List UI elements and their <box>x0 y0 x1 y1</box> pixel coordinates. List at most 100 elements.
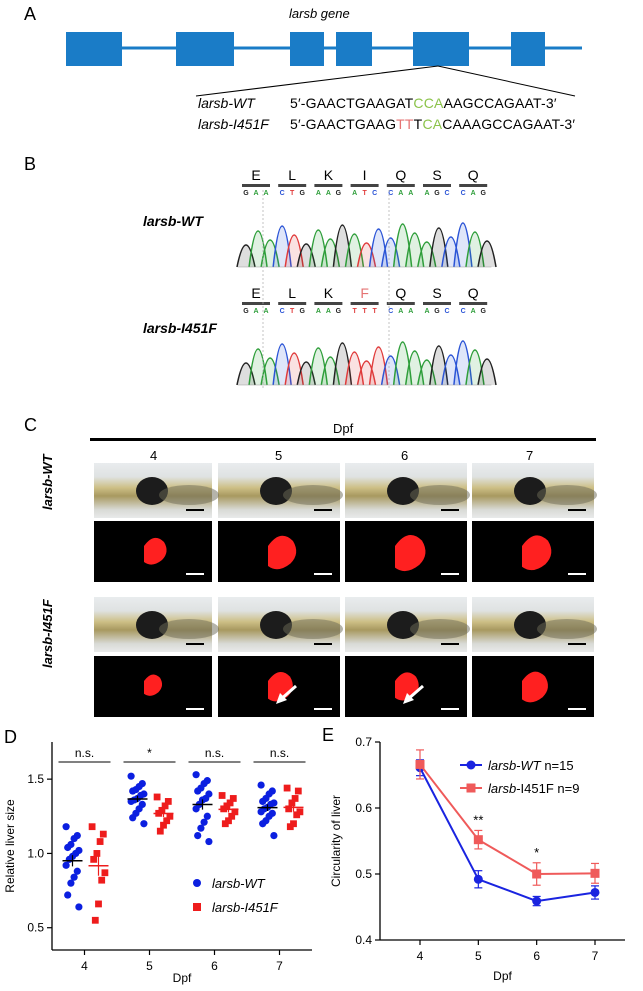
wt-nuc-3-1: T <box>362 190 367 197</box>
scale-bar-fl-mut-1 <box>314 708 332 710</box>
scale-bar-fl-wt-0 <box>186 573 204 575</box>
panel-b-letter: B <box>24 154 37 174</box>
exon-5 <box>413 32 469 66</box>
wt-nuc-3-0: A <box>352 190 357 197</box>
wt-nuc-4-2: A <box>408 190 413 197</box>
e-legend-label-1: larsb-I451F n=9 <box>488 781 579 796</box>
scale-bar-bf-wt-0 <box>186 509 204 511</box>
d-ytick-label-0: 0.5 <box>27 921 44 935</box>
d-point-0-3-4 <box>259 797 267 806</box>
mut-aa-2: K <box>324 285 334 301</box>
exon-4 <box>336 32 372 66</box>
day-label-7: 7 <box>526 448 534 463</box>
larva-eye-wt-1 <box>260 477 292 505</box>
larva-eye-mut-0 <box>136 611 168 639</box>
wt-codon-bar-4 <box>386 184 415 187</box>
e-xtick-label-0: 4 <box>417 949 424 963</box>
gene-structure-diagram <box>66 32 582 97</box>
larva-eye-wt-3 <box>514 477 546 505</box>
d-point-1-3-6 <box>293 811 301 819</box>
e-ylabel: Circularity of liver <box>329 795 343 887</box>
d-point-1-0-8 <box>91 916 99 924</box>
d-xtick-label-1: 5 <box>146 959 153 973</box>
e-xlabel: Dpf <box>493 969 512 983</box>
wt-nuc-2-2: G <box>336 190 342 197</box>
larva-eye-mut-3 <box>514 611 546 639</box>
wt-nuc-0-2: A <box>263 190 268 197</box>
larva-yolk-mut-2 <box>410 619 470 639</box>
mut-nuc-1-1: T <box>290 308 295 315</box>
wt-codon-bar-3 <box>350 184 379 187</box>
mut-aa-0: E <box>251 285 260 301</box>
d-xtick-label-3: 7 <box>276 959 283 973</box>
mut-nuc-2-1: A <box>326 308 331 315</box>
d-sig-label-2: n.s. <box>205 746 224 760</box>
mut-nuc-0-0: G <box>243 308 249 315</box>
d-point-0-1-14 <box>140 820 148 828</box>
d-point-1-2-1 <box>229 795 237 802</box>
d-xlabel: Dpf <box>173 971 192 985</box>
d-point-0-2-10 <box>203 812 211 820</box>
d-point-0-2-11 <box>200 818 208 826</box>
d-point-0-3-0 <box>257 781 265 789</box>
d-point-1-1-7 <box>160 821 167 829</box>
d-point-0-3-13 <box>259 820 267 828</box>
liver-signal-wt-0 <box>144 537 167 565</box>
d-point-1-3-8 <box>286 823 294 831</box>
larva-yolk-mut-0 <box>159 619 219 639</box>
larva-eye-mut-2 <box>387 611 419 639</box>
day-label-6: 6 <box>401 448 409 463</box>
wt-aa-0: E <box>251 167 260 183</box>
d-point-1-1-1 <box>164 798 172 805</box>
scale-bar-fl-mut-2 <box>441 708 459 710</box>
liver-signal-mut-3 <box>522 671 548 703</box>
chromatogram-label-mut: larsb-I451F <box>143 320 217 336</box>
scale-bar-bf-wt-1 <box>314 509 332 511</box>
e-legend-marker-1 <box>466 783 476 793</box>
white-arrowhead-0 <box>276 693 287 704</box>
seq-mut: 5′-GAACTGAAGTTTCACAAAGCCAGAAT-3′ <box>290 116 576 132</box>
mut-nuc-5-1: G <box>434 308 440 315</box>
e-ytick-label-0: 0.4 <box>355 933 372 947</box>
larva-yolk-mut-1 <box>283 619 343 639</box>
d-point-0-0-2 <box>70 834 78 843</box>
larva-eye-wt-2 <box>387 477 419 505</box>
d-xtick-label-2: 6 <box>211 959 218 973</box>
d-point-1-1-8 <box>156 827 164 835</box>
d-point-1-2-6 <box>228 812 236 820</box>
e-xtick-label-2: 6 <box>533 949 540 963</box>
zoom-line-right <box>437 65 576 97</box>
mut-nuc-0-2: A <box>263 308 268 315</box>
seq-wt: 5′-GAACTGAAGATCCAAAGCCAGAAT-3′ <box>290 95 557 111</box>
exon-6 <box>511 32 545 66</box>
wt-codon-bar-1 <box>278 184 307 187</box>
d-point-1-0-1 <box>99 830 107 838</box>
wt-codon-bar-5 <box>423 184 451 187</box>
d-ytick-label-1: 1.0 <box>27 846 44 860</box>
mut-nuc-2-2: G <box>336 308 342 315</box>
d-point-0-0-10 <box>73 867 81 875</box>
gene-title: larsb gene <box>289 6 350 21</box>
e-ytick-label-1: 0.5 <box>355 867 372 881</box>
wt-nuc-4-0: C <box>388 190 393 197</box>
mut-codon-bar-3 <box>350 302 379 305</box>
mut-codon-bar-5 <box>423 302 451 305</box>
exon-1 <box>66 32 122 66</box>
mut-nuc-4-1: A <box>398 308 403 315</box>
e-point-1-3 <box>590 868 600 878</box>
e-point-0-1 <box>473 874 483 884</box>
liver-signal-wt-3 <box>522 535 552 571</box>
mut-codon-bar-1 <box>278 302 307 305</box>
larva-yolk-wt-3 <box>537 485 597 505</box>
wt-codon-bar-0 <box>242 184 270 187</box>
d-point-0-2-14 <box>205 837 213 846</box>
d-point-1-2-8 <box>221 820 229 828</box>
wt-nuc-1-1: T <box>290 190 295 197</box>
d-point-1-2-0 <box>218 792 226 799</box>
d-ytick-label-2: 1.5 <box>27 772 44 786</box>
d-point-1-1-2 <box>161 802 169 810</box>
wt-peak-20 <box>477 240 497 268</box>
d-point-0-1-4 <box>129 787 137 795</box>
dpf-axis-title: Dpf <box>333 421 354 436</box>
d-legend-marker-1 <box>193 903 201 911</box>
